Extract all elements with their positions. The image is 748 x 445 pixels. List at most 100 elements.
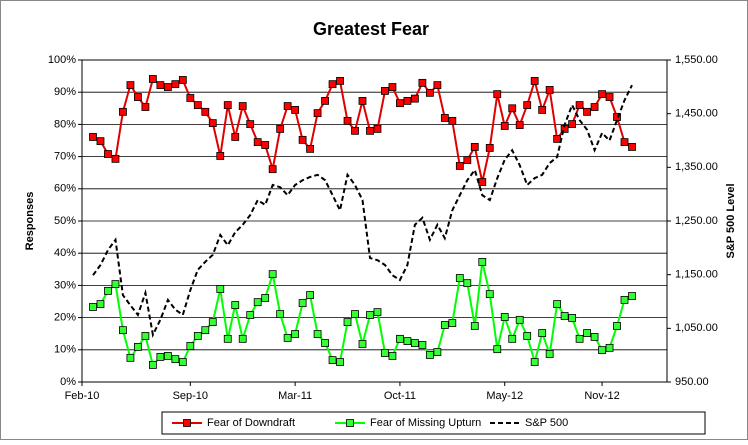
marker — [186, 94, 195, 102]
y-tick-label: 100% — [48, 54, 76, 66]
x-tick-label: Oct-11 — [384, 390, 416, 402]
marker — [148, 75, 157, 83]
marker — [620, 138, 629, 147]
marker — [156, 81, 165, 90]
marker — [238, 102, 247, 110]
marker — [231, 301, 240, 309]
marker — [328, 356, 337, 365]
marker — [313, 109, 322, 118]
marker — [96, 300, 105, 308]
marker — [373, 125, 382, 133]
marker — [530, 77, 539, 85]
marker — [523, 332, 532, 340]
y2-tick-label: 1,250.00 — [675, 215, 718, 227]
y2-tick-label: 1,150.00 — [675, 269, 718, 281]
marker — [306, 291, 314, 299]
marker — [119, 326, 127, 335]
marker — [478, 257, 487, 266]
marker — [568, 120, 577, 128]
marker — [171, 355, 180, 364]
marker — [351, 310, 359, 318]
legend-label: Fear of Missing Upturn — [370, 417, 481, 429]
y-tick-label: 50% — [54, 215, 76, 227]
marker — [485, 144, 494, 152]
marker — [201, 326, 210, 335]
marker — [126, 81, 135, 90]
marker — [261, 141, 270, 149]
marker — [336, 358, 344, 366]
marker — [553, 134, 562, 143]
y-tick-label: 10% — [54, 344, 76, 356]
marker — [373, 308, 382, 317]
x-tick-label: Feb-10 — [65, 390, 100, 402]
marker — [134, 93, 142, 101]
marker — [396, 99, 404, 108]
marker — [223, 101, 232, 109]
marker — [208, 119, 217, 128]
y-tick-label: 30% — [54, 279, 76, 291]
marker — [568, 314, 577, 322]
marker — [583, 107, 591, 116]
y-tick-label: 70% — [54, 151, 76, 163]
marker — [381, 87, 389, 95]
marker — [253, 298, 262, 307]
x-tick-label: May-12 — [486, 390, 523, 402]
y-tick-label: 40% — [54, 247, 76, 259]
marker — [358, 340, 367, 348]
marker — [268, 270, 277, 279]
marker — [134, 343, 142, 351]
marker — [418, 78, 427, 87]
marker — [261, 294, 270, 302]
marker — [605, 343, 614, 352]
marker — [343, 318, 352, 327]
marker — [283, 333, 292, 342]
marker — [178, 76, 187, 84]
y-tick-label: 80% — [54, 118, 76, 130]
marker — [590, 103, 599, 111]
marker — [171, 80, 180, 89]
marker — [425, 88, 434, 97]
marker — [613, 322, 621, 330]
marker — [276, 310, 285, 318]
marker — [163, 352, 172, 360]
marker — [463, 156, 472, 165]
marker — [291, 330, 300, 338]
y2-axis-title: S&P 500 Level — [725, 183, 737, 258]
marker — [246, 311, 255, 319]
legend-label: Fear of Downdraft — [207, 417, 295, 429]
marker — [508, 104, 517, 113]
marker — [598, 346, 606, 355]
marker — [598, 90, 606, 99]
marker — [193, 101, 202, 109]
marker — [238, 334, 247, 343]
marker — [440, 114, 449, 122]
marker — [351, 126, 359, 135]
marker — [231, 133, 240, 141]
marker — [216, 285, 225, 293]
y2-tick-label: 1,550.00 — [675, 54, 718, 66]
marker — [440, 321, 449, 329]
marker — [208, 318, 217, 327]
marker — [216, 152, 225, 160]
marker — [455, 274, 464, 282]
marker — [126, 353, 135, 362]
marker — [425, 351, 434, 359]
marker — [396, 334, 404, 343]
marker — [455, 162, 464, 170]
legend-marker — [183, 419, 191, 427]
marker — [358, 96, 367, 105]
y-tick-label: 90% — [54, 86, 76, 98]
marker — [89, 303, 97, 311]
marker — [411, 94, 419, 103]
marker — [223, 334, 232, 343]
marker — [530, 358, 539, 366]
marker — [575, 101, 584, 109]
x-tick-label: Nov-12 — [584, 390, 619, 402]
marker — [508, 334, 517, 343]
marker — [283, 102, 292, 110]
marker — [628, 292, 636, 300]
marker — [470, 322, 479, 330]
marker — [163, 83, 172, 91]
